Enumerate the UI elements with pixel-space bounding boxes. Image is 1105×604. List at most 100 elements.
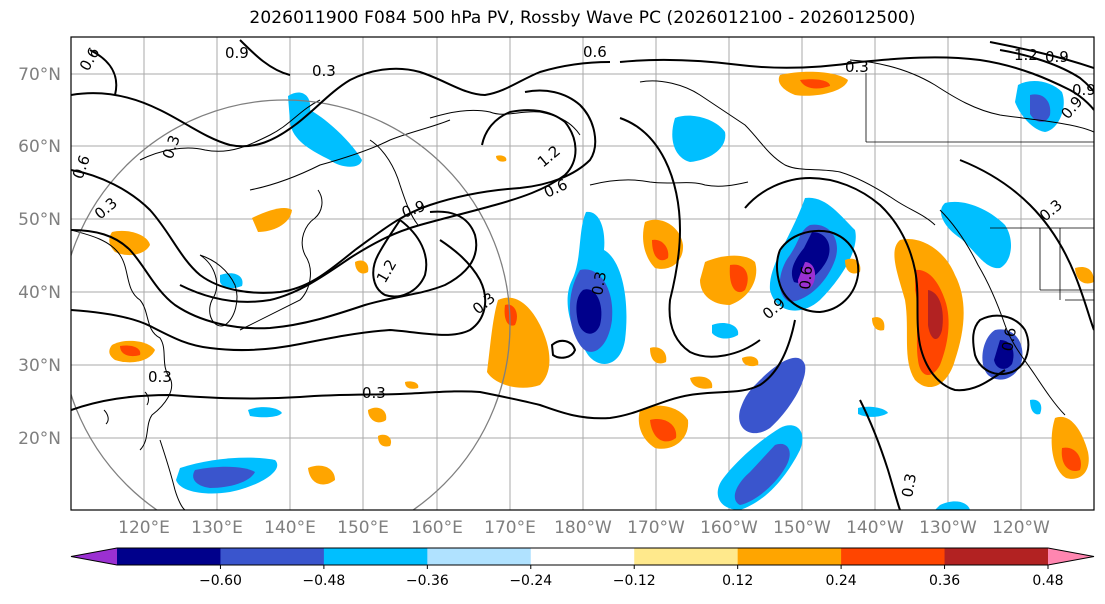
lon-label: 170°W	[627, 518, 685, 538]
positive-anomaly	[368, 407, 387, 423]
coastline-siberia	[139, 99, 321, 161]
colorbar-segment	[841, 548, 946, 565]
colorbar-segment	[117, 548, 221, 565]
contour-label: 0.6	[998, 326, 1020, 353]
coastline-islands	[103, 391, 149, 425]
gridlines	[71, 37, 1094, 510]
positive-anomaly	[109, 230, 150, 256]
pv-contour-low	[776, 230, 860, 314]
pv-contour-1.2	[179, 109, 577, 303]
contour-label: 1.2	[1014, 46, 1038, 64]
wave-packet-circle	[71, 99, 511, 510]
lon-label: 120°W	[992, 518, 1050, 538]
negative-anomaly	[248, 407, 282, 418]
coastline-canada	[849, 59, 1094, 133]
negative-anomaly	[288, 92, 362, 167]
colorbar-outline	[70, 547, 1095, 566]
longitude-labels: 120°E 130°E 140°E 150°E 160°E 170°E 180°…	[118, 518, 1050, 538]
map-frame	[70, 36, 1095, 511]
pv-contour-0.3-upper	[71, 239, 487, 352]
colorbar: −0.60 −0.48 −0.36 −0.24 −0.12 0.12 0.24 0.36 0.4…	[70, 547, 1095, 589]
positive-anomaly	[650, 419, 677, 442]
contour-label: 0.3	[845, 58, 869, 76]
pv-contour-outer	[71, 210, 478, 330]
coastline-asia	[71, 229, 173, 451]
positive-anomaly	[355, 260, 369, 274]
colorbar-segment	[323, 548, 428, 565]
contour-label: 0.3	[362, 384, 386, 402]
contour-label: 0.3	[588, 270, 610, 297]
positive-anomaly	[800, 79, 830, 89]
positive-anomaly	[652, 239, 669, 261]
contour-label: 0.3	[148, 368, 172, 386]
positive-anomaly	[487, 297, 550, 388]
positive-anomaly	[1061, 447, 1081, 472]
negative-anomaly	[734, 443, 790, 505]
pv-contour-ne	[989, 41, 1094, 93]
lon-label: 130°E	[191, 518, 243, 538]
pv-contour-kamchatka	[372, 218, 428, 298]
lat-label: 30°N	[18, 356, 61, 376]
coastline-alaska	[639, 80, 936, 226]
colorbar-tick-label: −0.12	[613, 573, 656, 589]
pv-contour-arctic	[619, 56, 1094, 111]
negative-anomaly	[994, 340, 1014, 369]
positive-anomaly	[405, 381, 419, 389]
lat-label: 50°N	[18, 210, 61, 230]
lat-label: 20°N	[18, 429, 61, 449]
coastline-japan	[239, 189, 323, 331]
lon-label: 160°E	[411, 518, 463, 538]
contour-label: 0.9	[1045, 48, 1069, 66]
colorbar-segment	[944, 548, 1049, 565]
pv-contours	[71, 39, 1094, 510]
colorbar-segment	[634, 548, 739, 565]
positive-anomaly	[378, 434, 392, 447]
pv-contour-0.3-south	[71, 319, 796, 420]
pv-contour-small	[550, 339, 577, 359]
lon-label: 180°W	[554, 518, 612, 538]
negative-anomaly	[712, 323, 739, 339]
coastline-kamchatka	[369, 139, 419, 226]
colorbar-extend-min	[71, 548, 117, 565]
map-title: 2026011900 F084 500 hPa PV, Rossby Wave …	[249, 8, 916, 28]
pv-contour-nw	[89, 39, 291, 96]
colorbar-tick-label: 0.48	[1032, 573, 1063, 589]
latitude-labels: 70°N 60°N 50°N 40°N 30°N 20°N	[18, 65, 61, 449]
pv-contour-cutoff	[972, 314, 1030, 375]
positive-anomaly	[742, 356, 759, 367]
pv-contour-north	[71, 61, 611, 148]
lat-label: 40°N	[18, 283, 61, 303]
positive-anomaly	[252, 207, 292, 232]
colorbar-segment	[530, 548, 635, 565]
lon-label: 150°E	[337, 518, 389, 538]
coastline-okhotsk	[249, 119, 451, 191]
positive-anomaly	[690, 376, 713, 389]
negative-anomaly	[1030, 399, 1042, 415]
colorbar-tick-label: 0.36	[929, 573, 960, 589]
lon-label: 150°W	[773, 518, 831, 538]
colorbar-tick-label: −0.60	[199, 573, 242, 589]
coastline-westcoast	[939, 209, 1066, 416]
positive-anomaly	[496, 155, 507, 162]
negative-anomaly	[940, 201, 1012, 269]
lon-label: 140°E	[264, 518, 316, 538]
lon-label: 120°E	[118, 518, 170, 538]
colorbar-tick-label: −0.48	[302, 573, 345, 589]
pv-contour-tropics	[859, 399, 901, 510]
contour-label: 0.3	[312, 62, 336, 80]
positive-anomaly	[650, 347, 667, 364]
colorbar-tick-label: −0.24	[509, 573, 552, 589]
coastlines	[71, 59, 1094, 510]
contour-label: 0.6	[69, 153, 94, 182]
pv-contour-ridge	[744, 176, 1006, 392]
colorbar-segment	[220, 548, 325, 565]
colorbar-extend-max	[1048, 548, 1094, 565]
contour-label: 0.9	[225, 44, 249, 62]
lon-label: 160°W	[700, 518, 758, 538]
colorbar-tick-label: 0.12	[722, 573, 753, 589]
positive-anomaly	[729, 264, 748, 293]
negative-anomaly	[576, 289, 602, 334]
contour-label: 0.6	[583, 43, 607, 61]
lon-label: 140°W	[846, 518, 904, 538]
